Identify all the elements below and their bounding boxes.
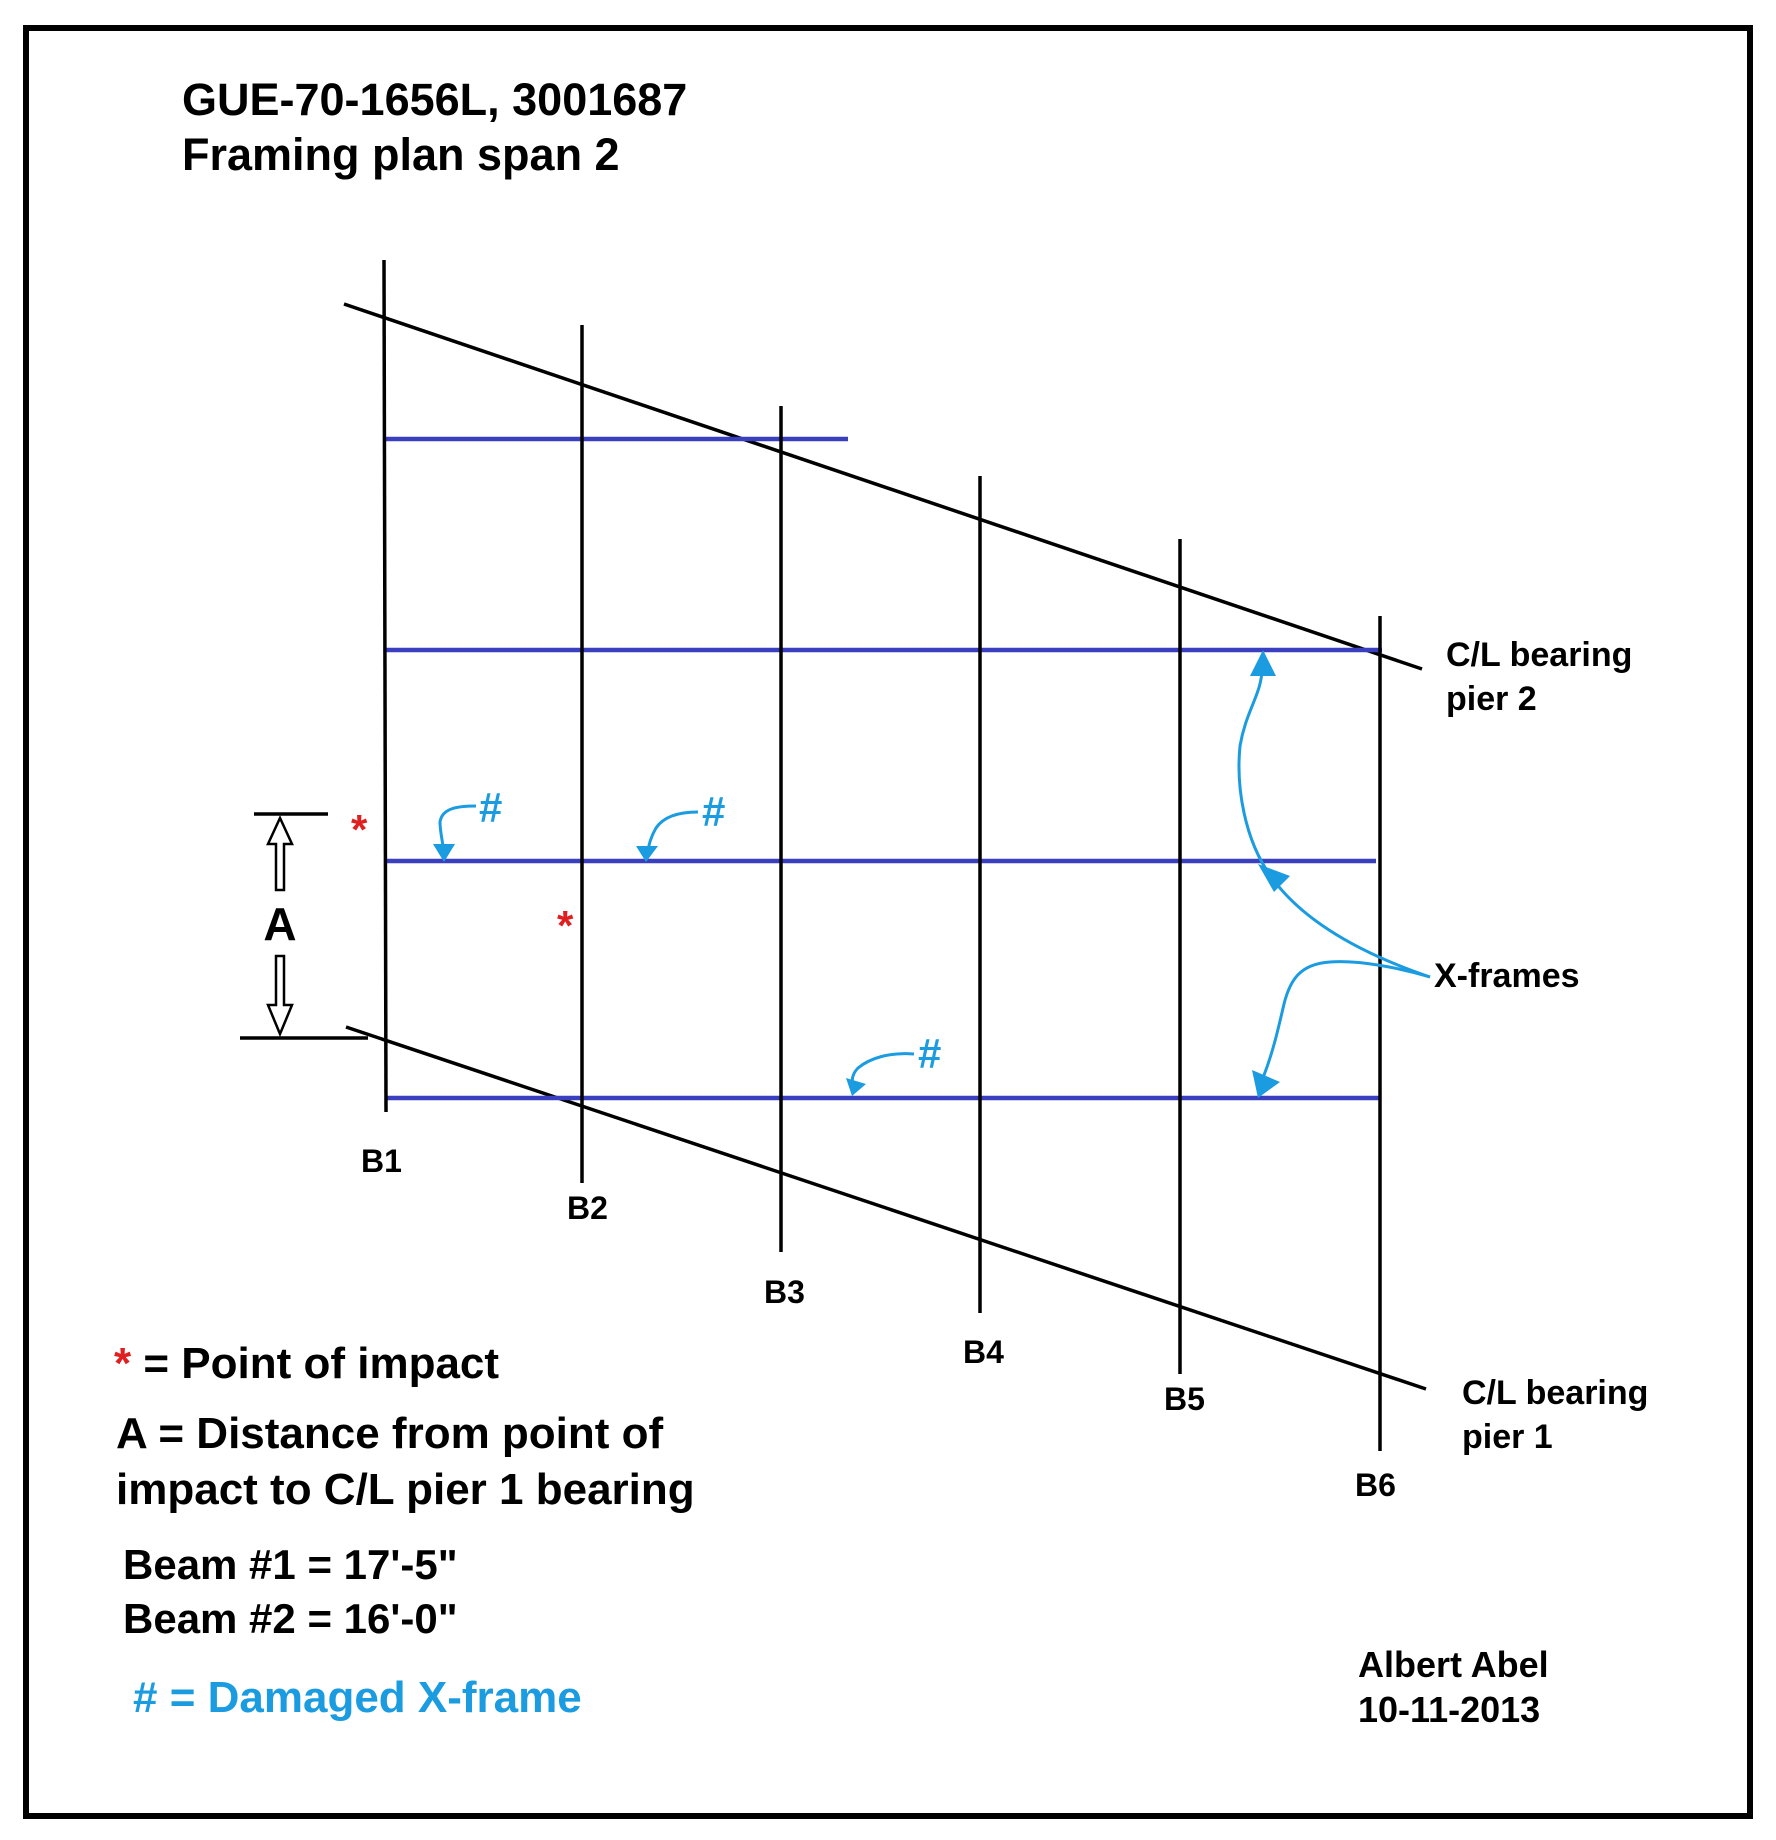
dimension-arrow-up-icon [266,815,294,892]
x-frames-label: X-frames [1434,957,1580,995]
author-date: 10-11-2013 [1358,1689,1540,1730]
author-name: Albert Abel [1358,1644,1549,1685]
beam-label-b1: B1 [361,1143,402,1179]
x-frames-leader-bottom [1260,960,1431,1081]
bearing-pier2-label-line2: pier 2 [1446,680,1537,718]
damage-arrowhead-1-icon [433,844,455,862]
damage-mark-1: # [479,784,502,831]
bearing-pier1-label-line1: C/L bearing [1462,1374,1648,1412]
drawing-subtitle: Framing plan span 2 [182,129,620,180]
dimension-a-label: A [263,898,296,950]
beam-label-b3: B3 [764,1274,805,1310]
legend-a-definition-line2: impact to C/L pier 1 bearing [116,1465,695,1514]
legend-impact-text: = Point of impact [131,1339,499,1388]
impact-mark-b2: * [557,902,574,949]
legend-beam2-distance: Beam #2 = 16'-0" [123,1595,458,1642]
x-frames-arrowhead-mid-icon [1258,864,1290,892]
impact-mark-b1: * [351,806,368,853]
damage-mark-2: # [702,788,725,835]
beam-line-b1 [382,259,388,1113]
legend-a-definition-line1: A = Distance from point of [116,1409,664,1458]
beam-label-b5: B5 [1164,1381,1205,1417]
beam-label-b2: B2 [567,1190,608,1226]
cl-bearing-pier1-line [345,1025,1427,1391]
damage-mark-3: # [918,1030,941,1077]
drawing-border [23,25,1753,1819]
legend-impact: * = Point of impact [114,1339,499,1388]
cl-bearing-pier2-line [343,302,1423,671]
legend-impact-symbol: * [114,1339,132,1388]
damage-arrowhead-3-icon [846,1078,866,1096]
bearing-pier2-label-line1: C/L bearing [1446,636,1632,674]
bearing-pier1-label-line2: pier 1 [1462,1418,1553,1456]
x-frames-leader-top [1237,667,1431,979]
legend-beam1-distance: Beam #1 = 17'-5" [123,1541,458,1588]
beam-label-b6: B6 [1355,1467,1396,1503]
damage-arrowhead-2-icon [636,846,658,862]
drawing-title: GUE-70-1656L, 3001687 [182,74,687,125]
legend-damaged-x-frame: # = Damaged X-frame [133,1673,582,1722]
x-frames-arrowhead-top-icon [1250,650,1276,676]
beam-label-b4: B4 [963,1334,1004,1370]
dimension-arrow-down-icon [266,954,294,1038]
x-frames-arrowhead-bottom-icon [1252,1070,1280,1098]
